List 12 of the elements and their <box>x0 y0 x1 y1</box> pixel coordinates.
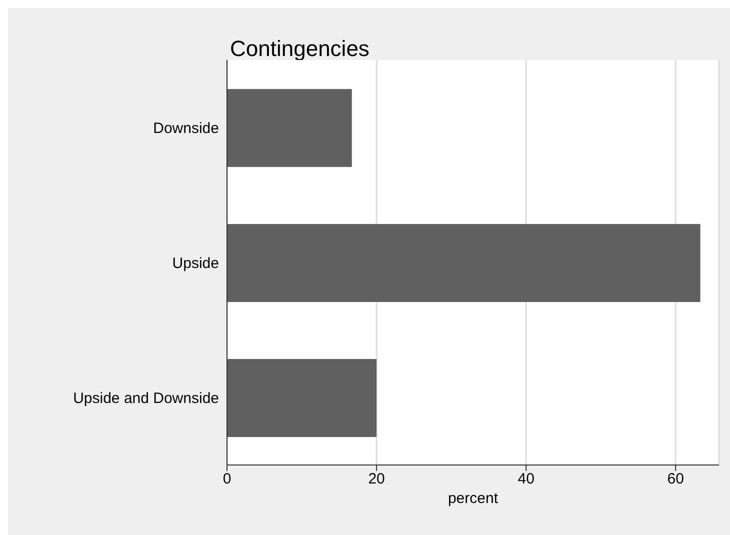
bar <box>227 359 377 437</box>
x-tick-label: 40 <box>518 470 534 488</box>
x-tick-label: 20 <box>368 470 385 488</box>
bar <box>227 89 352 167</box>
x-tick-label: 60 <box>667 470 684 488</box>
y-tick-label: Downside <box>153 120 219 137</box>
x-axis-title: percent <box>448 490 499 507</box>
bar <box>227 224 700 302</box>
x-tick-label: 0 <box>222 470 232 488</box>
y-tick-label: Upside <box>172 254 219 272</box>
chart-title: Contingencies <box>230 36 370 62</box>
y-tick-label: Upside and Downside <box>73 390 219 407</box>
